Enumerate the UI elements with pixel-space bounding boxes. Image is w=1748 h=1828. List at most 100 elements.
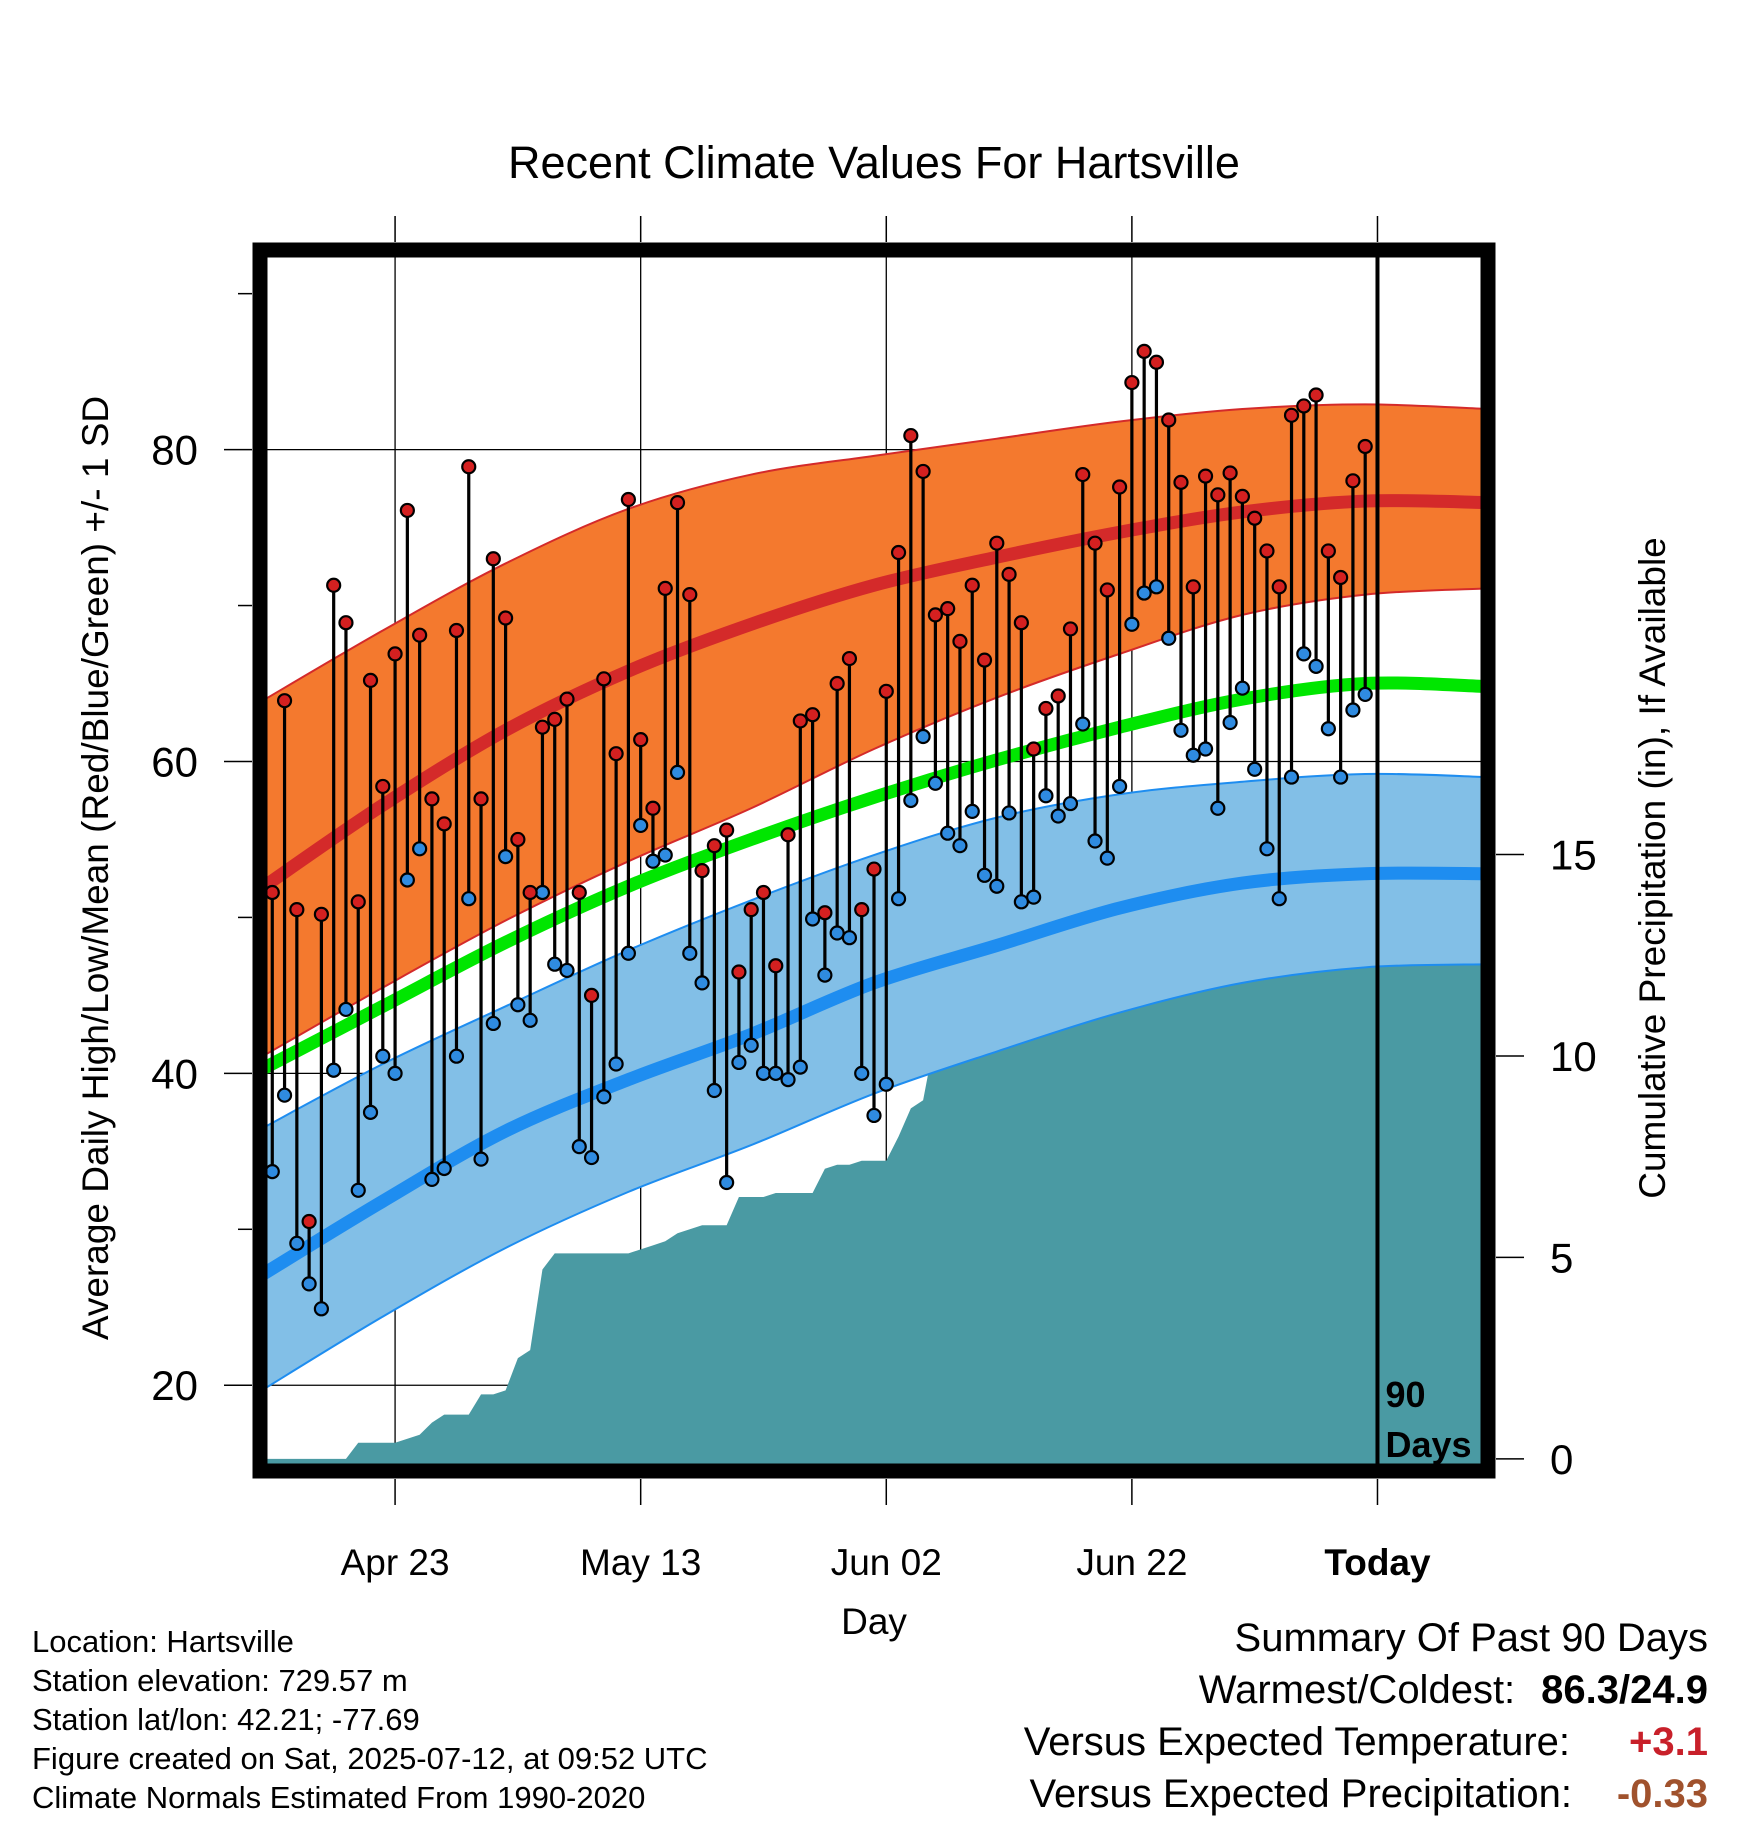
created-text: Figure created on Sat, 2025-07-12, at 09… bbox=[32, 1741, 708, 1776]
daily-high-point bbox=[1038, 700, 1054, 717]
precip-area bbox=[260, 947, 1488, 1471]
daily-high-point bbox=[620, 491, 637, 508]
y-tick-label: 60 bbox=[151, 738, 198, 785]
daily-low-point bbox=[633, 817, 649, 834]
normal-high-line bbox=[260, 494, 1488, 895]
y-axis-label: Average Daily High/Low/Mean (Red/Blue/Gr… bbox=[75, 396, 116, 1340]
daily-high-point bbox=[338, 615, 354, 631]
daily-low-point bbox=[350, 1182, 366, 1198]
daily-low-point bbox=[412, 841, 428, 857]
y2-axis-label: Cumulative Precipitation (in), If Availa… bbox=[1632, 537, 1673, 1199]
x-tick-label: Jun 02 bbox=[831, 1542, 942, 1583]
daily-low-point bbox=[706, 1082, 722, 1099]
daily-high-point bbox=[264, 884, 280, 901]
daily-high-point bbox=[927, 607, 944, 623]
y2-tick-label: 15 bbox=[1550, 831, 1597, 878]
daily-high-point bbox=[755, 884, 772, 901]
daily-high-point bbox=[669, 495, 686, 511]
daily-low-point bbox=[510, 997, 526, 1013]
daily-low-point bbox=[375, 1048, 391, 1064]
daily-high-point bbox=[461, 459, 477, 475]
x-tick-label: Apr 23 bbox=[341, 1542, 450, 1583]
daily-high-point bbox=[436, 816, 452, 832]
daily-low-point bbox=[1345, 702, 1361, 718]
daily-high-point bbox=[350, 894, 366, 910]
daily-high-point bbox=[1210, 487, 1226, 503]
daily-low-point bbox=[817, 967, 833, 983]
daily-high-point bbox=[1259, 543, 1275, 559]
daily-low-point bbox=[289, 1235, 305, 1251]
daily-high-point bbox=[952, 633, 968, 650]
daily-low-point bbox=[804, 911, 821, 927]
daily-low-point bbox=[264, 1163, 280, 1180]
daily-high-point bbox=[976, 652, 993, 668]
daily-high-point bbox=[1320, 543, 1336, 559]
normals-text: Climate Normals Estimated From 1990-2020 bbox=[32, 1780, 646, 1815]
daily-low-point bbox=[952, 838, 968, 854]
daily-low-point bbox=[473, 1151, 489, 1167]
daily-high-point bbox=[854, 902, 870, 918]
warmest-coldest-value: 86.3/24.9 bbox=[1541, 1668, 1708, 1712]
daily-low-point bbox=[1247, 761, 1263, 777]
daily-high-point bbox=[596, 671, 612, 687]
daily-low-point bbox=[1210, 800, 1226, 816]
daily-low-point bbox=[436, 1160, 452, 1177]
daily-high-point bbox=[1124, 374, 1140, 391]
daily-low-point bbox=[841, 930, 858, 946]
daily-high-point bbox=[940, 601, 956, 617]
daily-high-point bbox=[362, 672, 379, 688]
daily-high-point bbox=[1050, 688, 1066, 704]
daily-high-point bbox=[1357, 438, 1373, 455]
daily-low-point bbox=[1234, 680, 1251, 696]
daily-high-point bbox=[743, 902, 759, 918]
daily-high-point bbox=[547, 711, 563, 727]
daily-low-point bbox=[866, 1107, 882, 1124]
daily-high-point bbox=[1333, 569, 1349, 586]
precip-anomaly-label: Versus Expected Precipitation: bbox=[1029, 1772, 1572, 1816]
daily-high-point bbox=[1222, 465, 1238, 481]
daily-low-point bbox=[534, 884, 551, 901]
today-label-days: Days bbox=[1385, 1424, 1471, 1465]
plot-frame bbox=[252, 242, 1496, 1479]
daily-low-point bbox=[1099, 850, 1115, 866]
daily-high-point bbox=[559, 691, 575, 707]
daily-low-point bbox=[694, 975, 710, 991]
daily-high-point bbox=[276, 693, 293, 709]
daily-low-point bbox=[768, 1065, 784, 1081]
temp-anomaly-label: Versus Expected Temperature: bbox=[1023, 1720, 1570, 1764]
daily-low-point bbox=[989, 878, 1005, 894]
daily-low-point bbox=[485, 1015, 501, 1032]
daily-high-point bbox=[841, 650, 858, 667]
daily-low-point bbox=[1001, 805, 1017, 821]
daily-low-point bbox=[669, 764, 686, 780]
daily-high-point bbox=[1308, 387, 1324, 403]
daily-high-point bbox=[498, 610, 514, 626]
daily-high-point bbox=[903, 427, 919, 444]
daily-low-point bbox=[583, 1149, 600, 1166]
y2-tick-label: 10 bbox=[1550, 1033, 1597, 1080]
daily-high-point bbox=[719, 822, 735, 838]
x-tick-label: Today bbox=[1324, 1542, 1431, 1583]
daily-low-point bbox=[547, 956, 563, 972]
daily-low-point bbox=[498, 849, 514, 865]
daily-low-point bbox=[1013, 894, 1029, 910]
daily-high-point bbox=[534, 719, 551, 735]
daily-low-point bbox=[743, 1037, 759, 1053]
x-axis-label: Day bbox=[841, 1601, 907, 1642]
daily-high-point bbox=[289, 902, 305, 918]
daily-high-point bbox=[448, 622, 465, 639]
x-tick-label: May 13 bbox=[580, 1542, 701, 1583]
daily-low-point bbox=[1038, 788, 1054, 804]
daily-low-point bbox=[276, 1087, 293, 1103]
daily-low-point bbox=[448, 1048, 465, 1064]
daily-low-point bbox=[780, 1071, 796, 1088]
daily-high-point bbox=[1136, 343, 1152, 359]
daily-low-point bbox=[719, 1174, 735, 1191]
daily-low-point bbox=[362, 1104, 379, 1120]
y-tick-label: 80 bbox=[151, 427, 198, 474]
daily-high-point bbox=[1296, 398, 1312, 414]
daily-high-point bbox=[375, 778, 391, 795]
daily-high-point bbox=[1234, 488, 1251, 504]
daily-low-point bbox=[915, 728, 931, 745]
daily-low-point bbox=[522, 1012, 538, 1028]
